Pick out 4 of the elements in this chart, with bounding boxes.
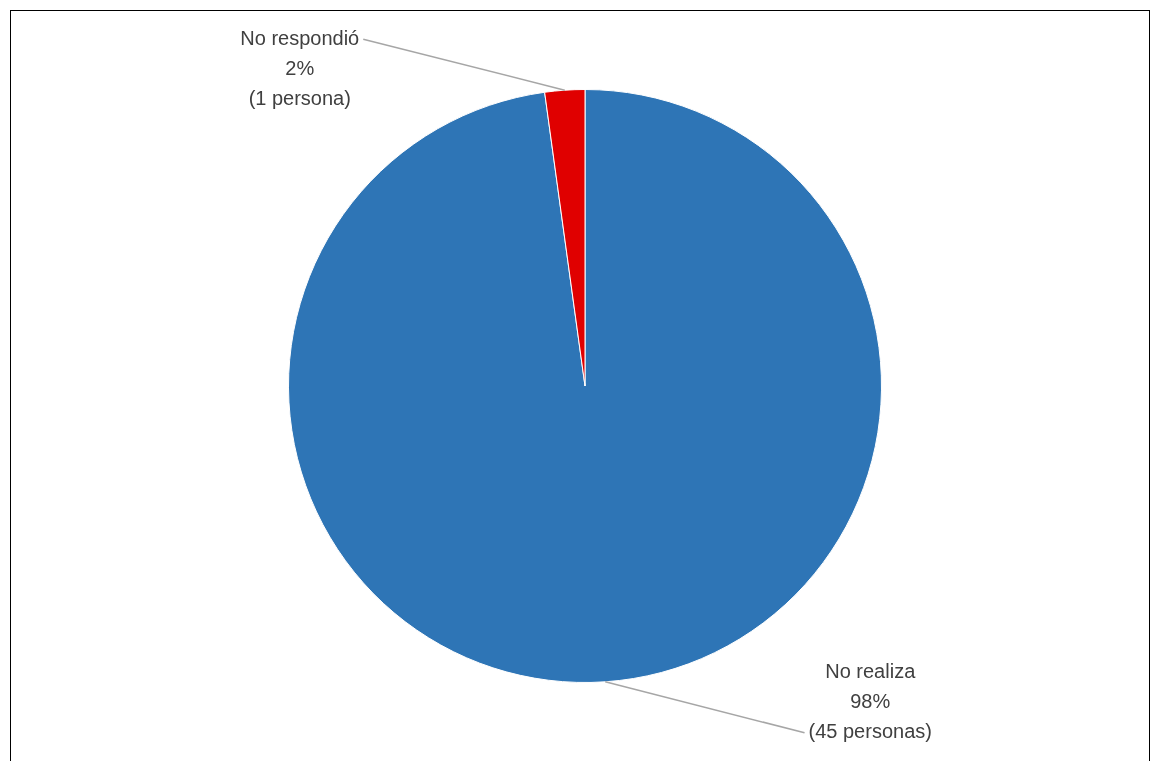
slice-label: No realiza bbox=[825, 660, 917, 683]
data-label: 98% (45 personas) bbox=[808, 690, 932, 743]
slice-label: No respondió bbox=[240, 26, 360, 49]
data-label: 2% (1 persona) bbox=[248, 56, 351, 109]
